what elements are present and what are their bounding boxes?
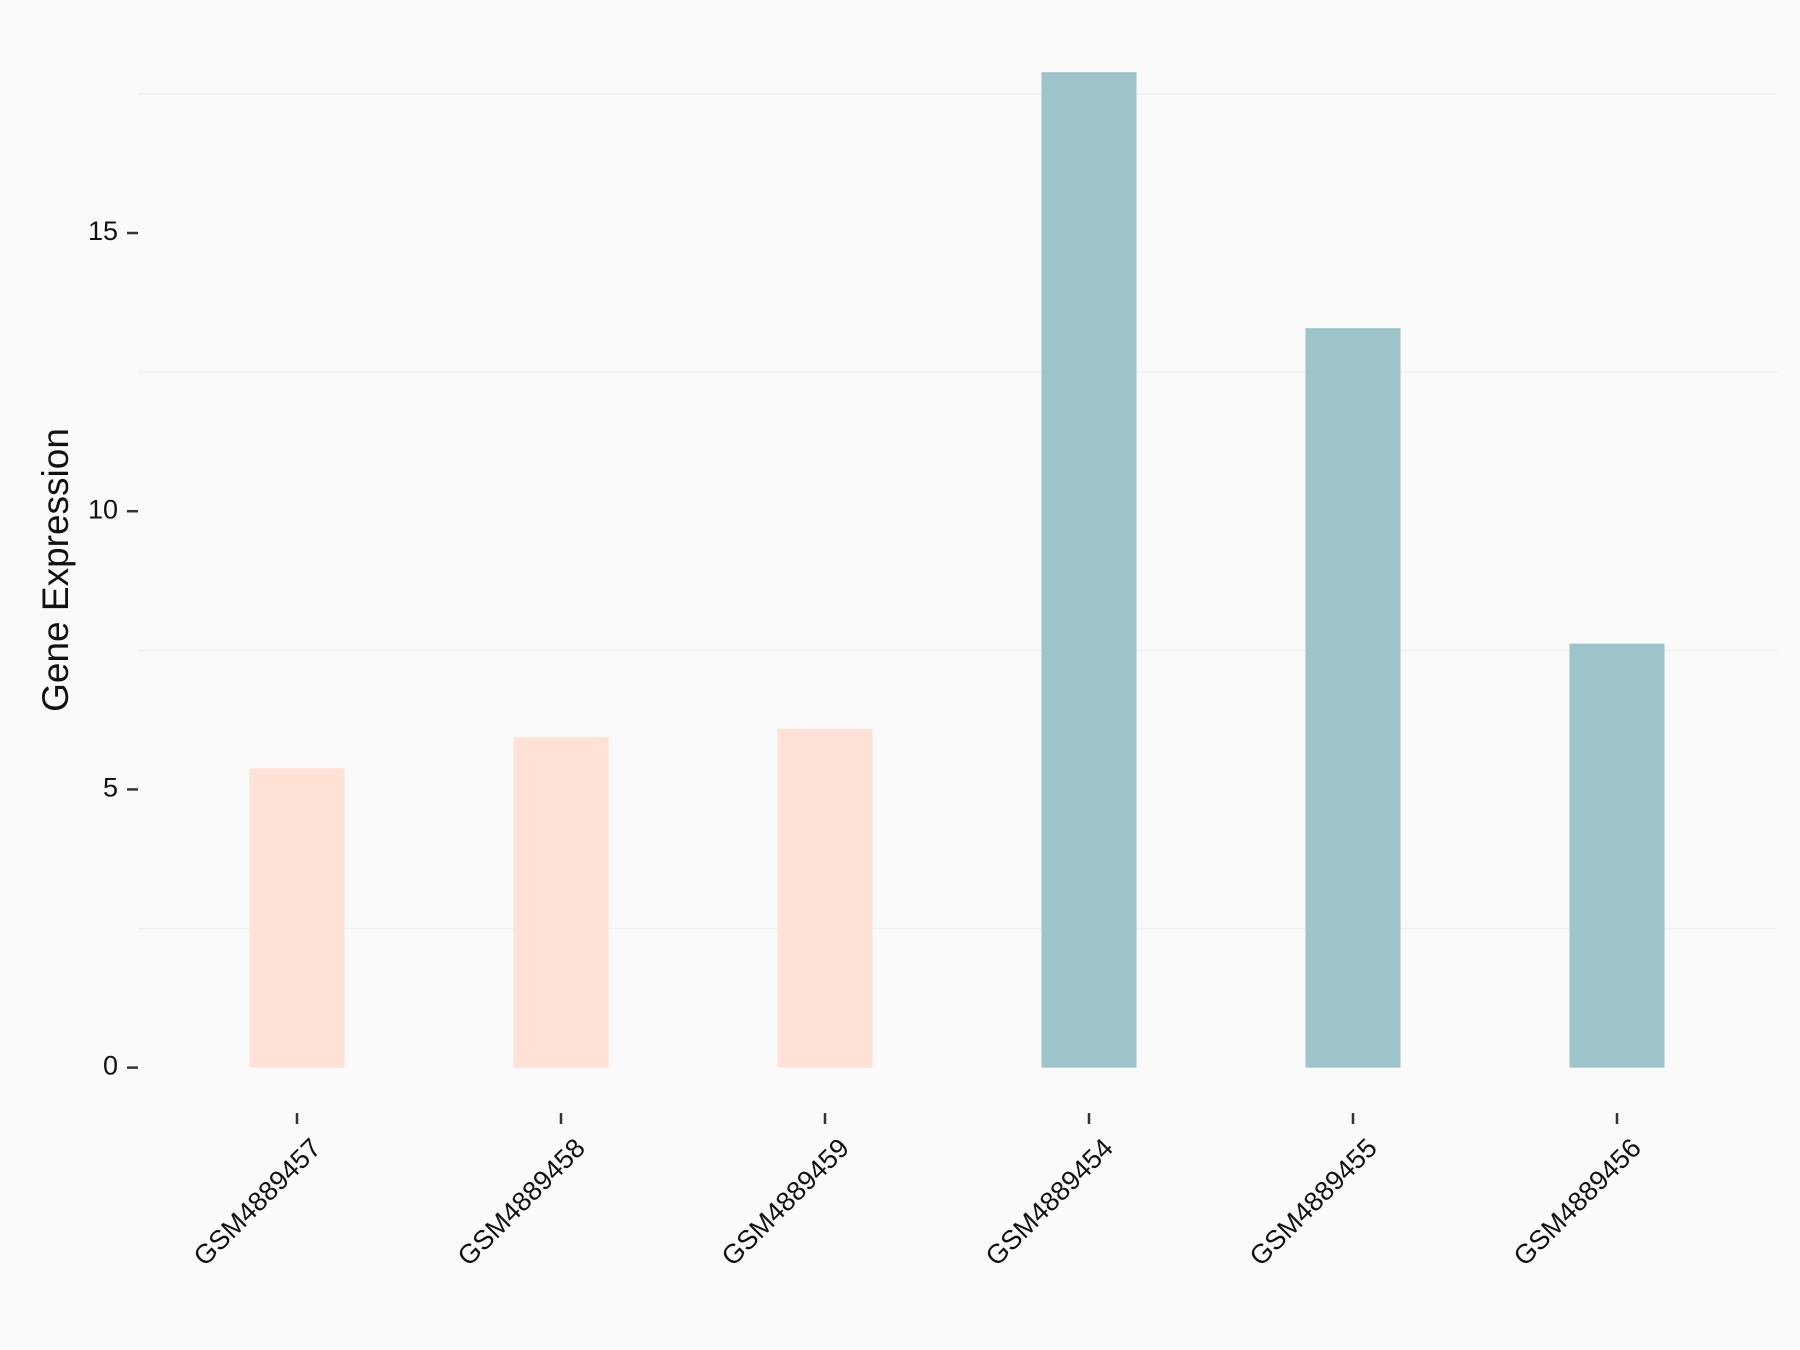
y-tick-label: 0: [103, 1051, 118, 1081]
bar: [1041, 72, 1137, 1068]
x-tick-label: GSM4889455: [1244, 1133, 1383, 1272]
y-axis-label: Gene Expression: [35, 428, 76, 712]
x-tick-label: GSM4889456: [1508, 1133, 1647, 1272]
bar: [513, 737, 609, 1068]
x-tick-label: GSM4889454: [980, 1133, 1119, 1272]
bar: [249, 768, 345, 1068]
y-tick-label: 5: [103, 773, 118, 803]
bar: [777, 728, 873, 1068]
x-tick-label: GSM4889459: [716, 1133, 855, 1272]
y-tick-label: 10: [88, 494, 118, 524]
bar: [1569, 643, 1665, 1068]
y-tick-label: 15: [88, 216, 118, 246]
x-tick-label: GSM4889458: [452, 1133, 591, 1272]
bar: [1305, 328, 1401, 1068]
x-tick-label: GSM4889457: [188, 1133, 327, 1272]
